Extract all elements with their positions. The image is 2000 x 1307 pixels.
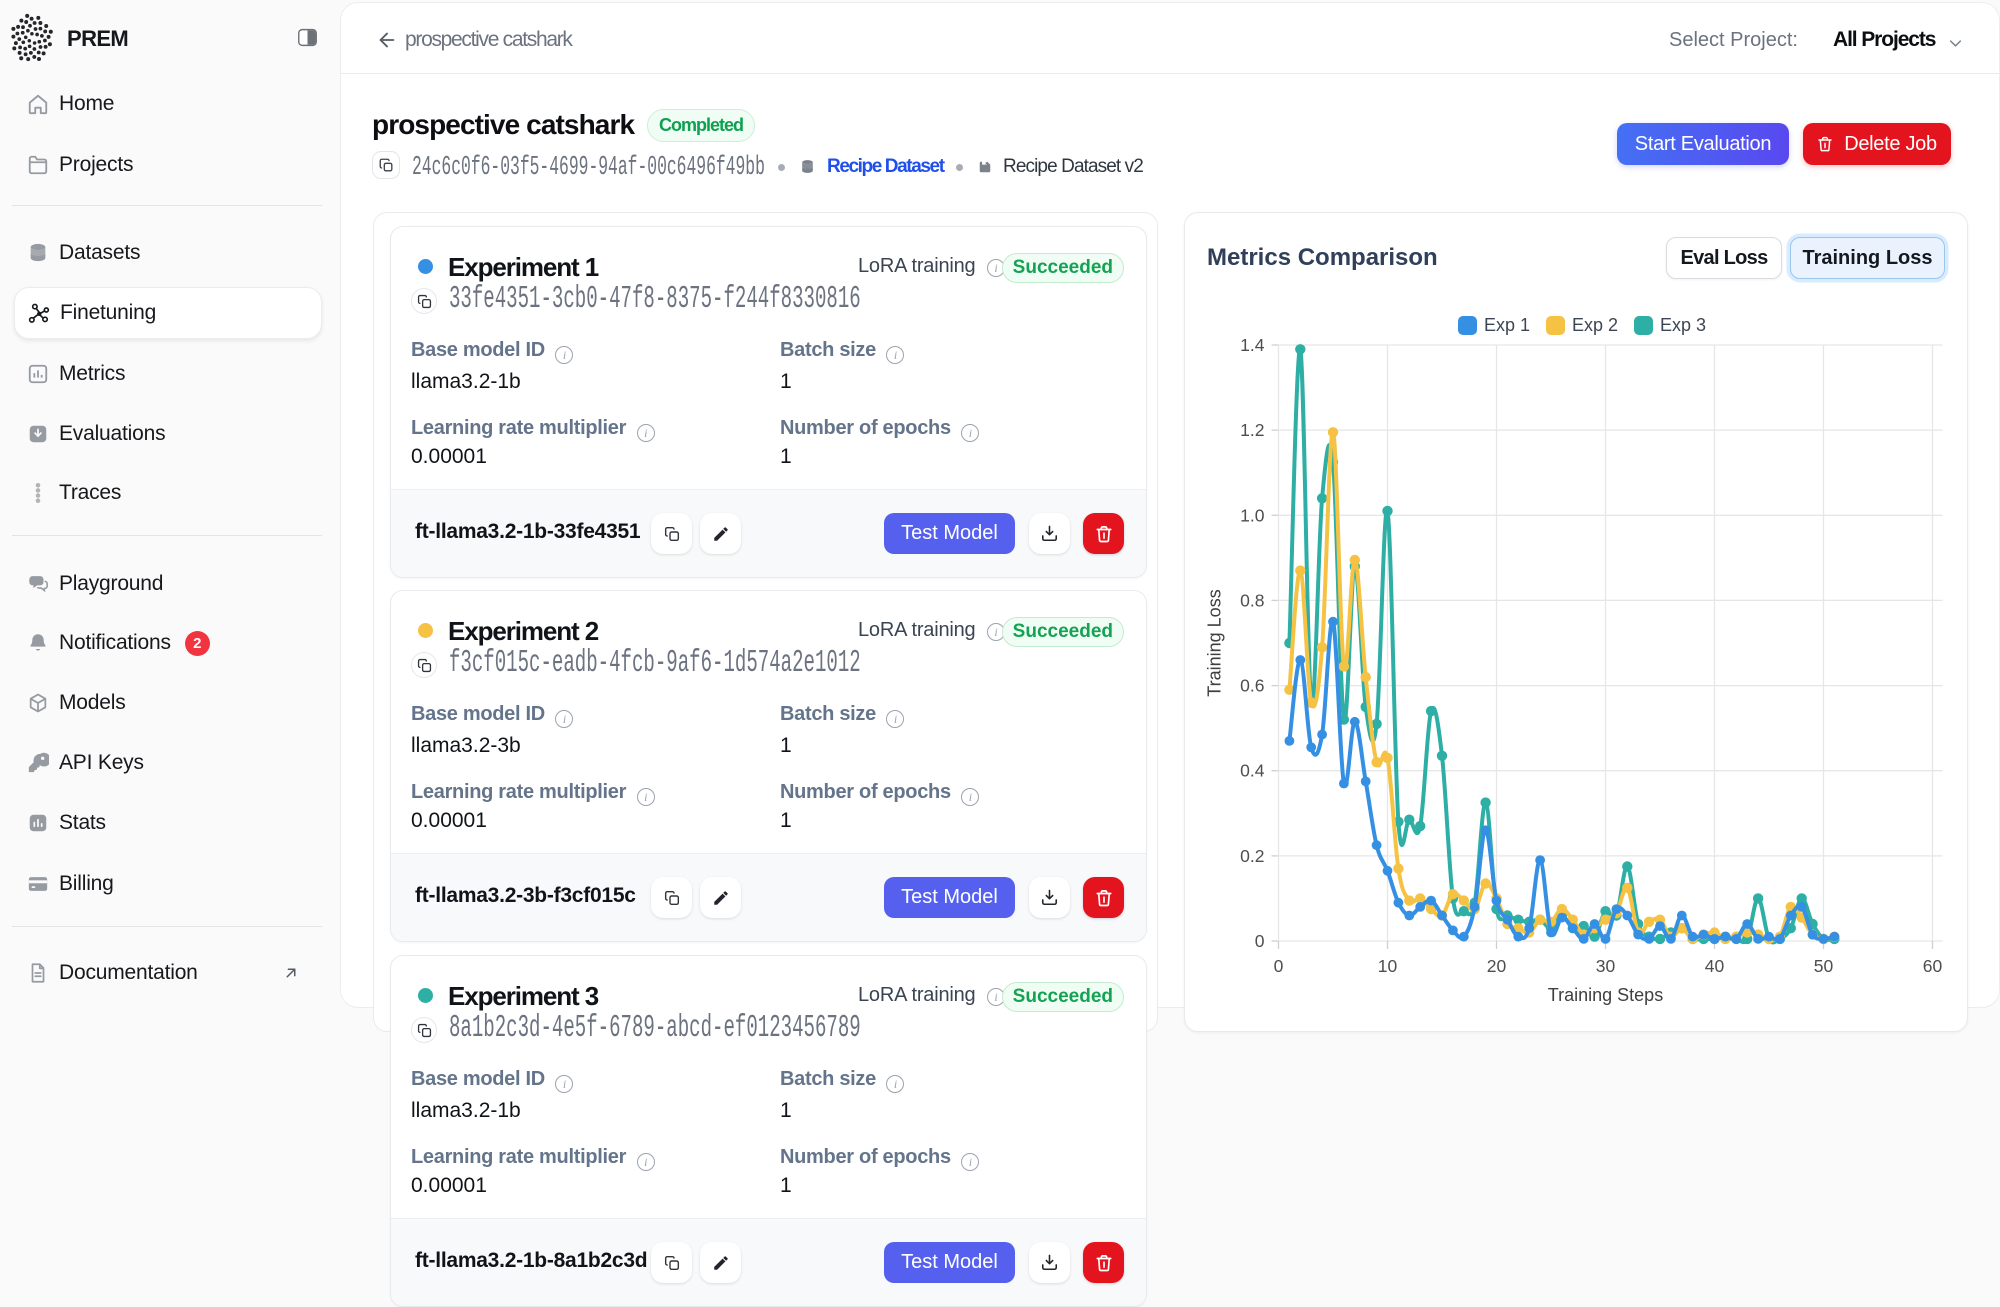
svg-text:1.0: 1.0 <box>1240 505 1265 525</box>
svg-text:0.6: 0.6 <box>1240 676 1264 696</box>
svg-text:0.4: 0.4 <box>1240 761 1265 781</box>
svg-text:20: 20 <box>1487 956 1507 976</box>
svg-text:Training Loss: Training Loss <box>1205 589 1225 696</box>
svg-text:60: 60 <box>1923 956 1943 976</box>
svg-text:0.2: 0.2 <box>1240 846 1264 866</box>
svg-text:10: 10 <box>1378 956 1398 976</box>
svg-text:1.4: 1.4 <box>1240 335 1265 355</box>
svg-text:30: 30 <box>1596 956 1616 976</box>
svg-text:0: 0 <box>1255 931 1265 951</box>
svg-text:1.2: 1.2 <box>1240 420 1264 440</box>
svg-text:0: 0 <box>1274 956 1284 976</box>
svg-text:50: 50 <box>1814 956 1834 976</box>
svg-text:Training Steps: Training Steps <box>1548 985 1663 1005</box>
svg-text:40: 40 <box>1705 956 1725 976</box>
svg-text:0.8: 0.8 <box>1240 590 1264 610</box>
